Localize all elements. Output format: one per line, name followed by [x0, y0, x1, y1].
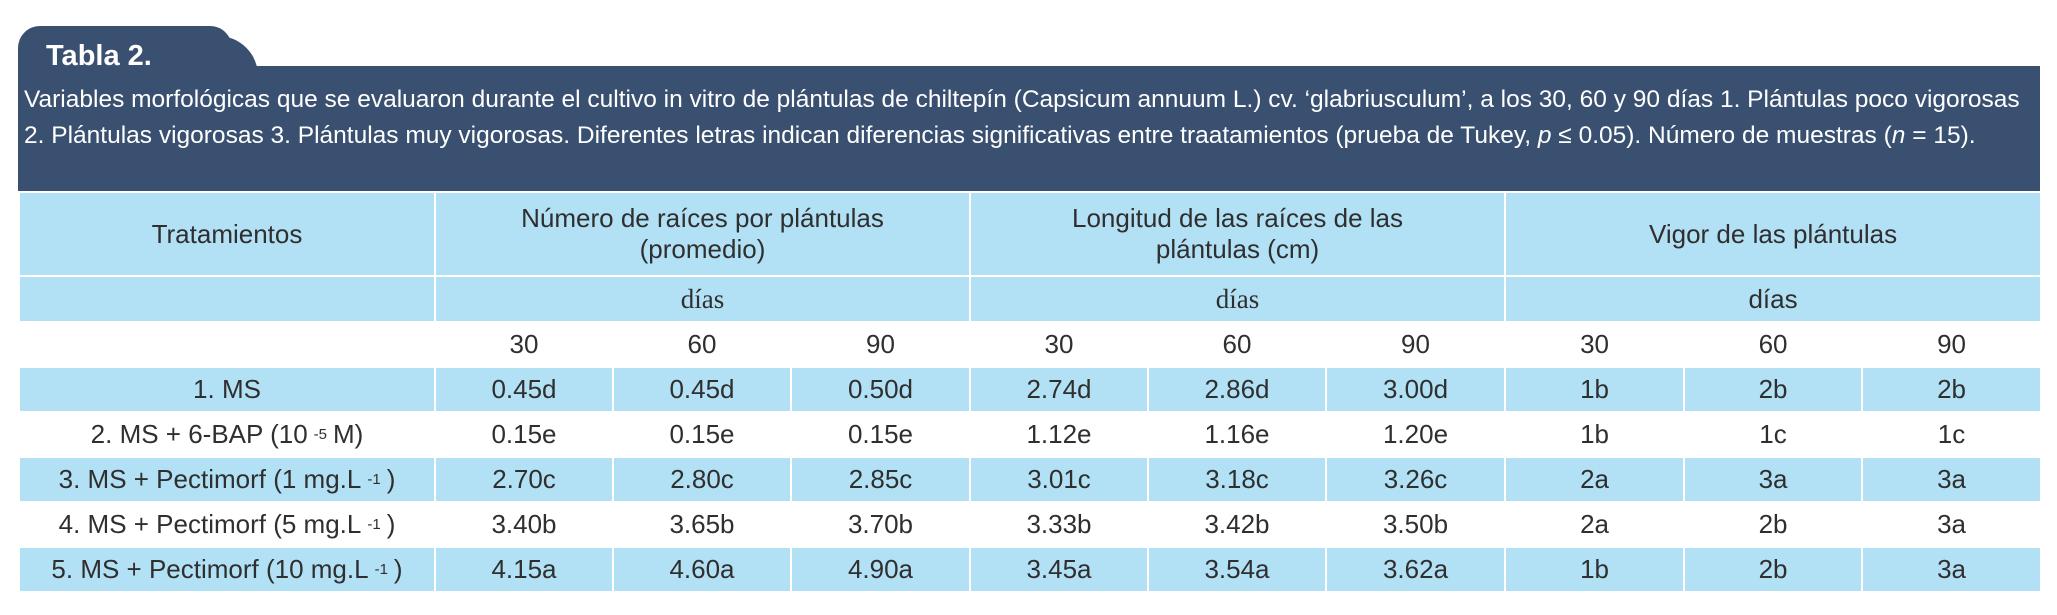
day-header: 90 [1861, 321, 2043, 368]
table-cell: 1.20e [1324, 411, 1507, 458]
table-label: Tabla 2. [46, 40, 152, 72]
table-row: 1. MS 0.45d 0.45d 0.50d 2.74d 2.86d 3.00… [18, 366, 2043, 413]
caption-n: n [1891, 122, 1906, 149]
header-root-count: Número de raíces por plántulas (promedio… [434, 191, 971, 277]
table-cell: 4.60a [612, 546, 792, 593]
table-cell: 3.45a [969, 546, 1149, 593]
table-cell: 2.74d [969, 366, 1149, 413]
day-header: 60 [1147, 321, 1327, 368]
day-header: 30 [434, 321, 614, 368]
treatment-label: 5. MS + Pectimorf (10 mg.L -1) [18, 546, 436, 593]
table-cell: 3.50b [1324, 501, 1507, 548]
treatment-label: 2. MS + 6-BAP (10 -5 M) [18, 411, 436, 458]
treatment-name: 3. MS + Pectimorf (1 mg.L [58, 464, 362, 494]
table-cell: 3a [1861, 546, 2043, 593]
table-cell: 3.26c [1324, 456, 1507, 503]
day-header: 60 [1683, 321, 1864, 368]
table-cell: 0.15e [612, 411, 792, 458]
table-cell: 3.54a [1147, 546, 1327, 593]
day-header: 90 [790, 321, 971, 368]
treatment-name: 1. MS [193, 374, 261, 404]
treatment-label: 4. MS + Pectimorf (5 mg.L -1) [18, 501, 436, 548]
table-cell: 1c [1683, 411, 1864, 458]
treatment-label: 3. MS + Pectimorf (1 mg.L -1) [18, 456, 436, 503]
dias-empty [18, 275, 436, 323]
days-empty [18, 321, 436, 368]
dias-label-1: días [434, 275, 971, 323]
treatment-name: 2. MS + 6-BAP (10 [90, 419, 308, 449]
table-cell: 3a [1861, 456, 2043, 503]
caption-text-2: ≤ 0.05). Número de muestras ( [1551, 122, 1892, 149]
table-cell: 3.18c [1147, 456, 1327, 503]
table-cell: 3.00d [1324, 366, 1507, 413]
day-header: 60 [612, 321, 792, 368]
treatment-suffix: M) [333, 419, 364, 449]
table-cell: 0.45d [612, 366, 792, 413]
caption-box [18, 66, 2040, 192]
treatment-name: 5. MS + Pectimorf (10 mg.L [51, 554, 369, 584]
table-cell: 3a [1861, 501, 2043, 548]
table-cell: 2.86d [1147, 366, 1327, 413]
table-cell: 1c [1861, 411, 2043, 458]
table-cell: 2.85c [790, 456, 971, 503]
treatment-suffix: ) [386, 464, 396, 494]
table-cell: 0.45d [434, 366, 614, 413]
table-cell: 4.15a [434, 546, 614, 593]
table-cell: 2b [1683, 366, 1864, 413]
table-cell: 1b [1504, 546, 1686, 593]
treatment-label: 1. MS [18, 366, 436, 413]
table-cell: 3a [1683, 456, 1864, 503]
data-table: Tratamientos Número de raíces por plántu… [18, 191, 2043, 593]
treatment-exponent: -1 [367, 471, 381, 488]
day-header: 90 [1324, 321, 1507, 368]
caption-p: p [1537, 122, 1552, 149]
table-row: 2. MS + 6-BAP (10 -5 M) 0.15e 0.15e 0.15e … [18, 411, 2043, 458]
table-cell: 3.62a [1324, 546, 1507, 593]
table-cell: 2.70c [434, 456, 614, 503]
day-header: 30 [1504, 321, 1686, 368]
table-cell: 1b [1504, 366, 1686, 413]
header-treatments: Tratamientos [18, 191, 436, 277]
table-cell: 0.15e [790, 411, 971, 458]
table-cell: 3.40b [434, 501, 614, 548]
table-cell: 2.80c [612, 456, 792, 503]
table-cell: 4.90a [790, 546, 971, 593]
dias-row: días días días [18, 275, 2043, 323]
table-cell: 1.12e [969, 411, 1149, 458]
table-cell: 2b [1683, 501, 1864, 548]
header-row: Tratamientos Número de raíces por plántu… [18, 191, 2043, 277]
table-cell: 3.33b [969, 501, 1149, 548]
table-caption: Variables morfológicas que se evaluaron … [24, 82, 2036, 154]
caption-text-3: = 15). [1905, 122, 1976, 149]
table-cell: 3.42b [1147, 501, 1327, 548]
caption-text-1: Variables morfológicas que se evaluaron … [24, 86, 2020, 149]
table-cell: 1b [1504, 411, 1686, 458]
table-cell: 2a [1504, 501, 1686, 548]
days-row: 30 60 90 30 60 90 30 60 90 [18, 321, 2043, 368]
table-cell: 2a [1504, 456, 1686, 503]
dias-label-3: días [1504, 275, 2043, 323]
table-cell: 0.15e [434, 411, 614, 458]
table-row: 4. MS + Pectimorf (5 mg.L -1) 3.40b 3.65b… [18, 501, 2043, 548]
table-cell: 3.70b [790, 501, 971, 548]
treatment-name: 4. MS + Pectimorf (5 mg.L [58, 509, 362, 539]
header-root-length: Longitud de las raíces de las plántulas … [968, 191, 1507, 277]
treatment-exponent: -5 [313, 426, 328, 443]
table-cell: 2b [1861, 366, 2043, 413]
treatment-exponent: -1 [367, 516, 381, 533]
table-cell: 3.01c [969, 456, 1149, 503]
treatment-suffix: ) [386, 509, 396, 539]
table-cell: 3.65b [612, 501, 792, 548]
table-cell: 1.16e [1147, 411, 1327, 458]
dias-label-2: días [968, 275, 1507, 323]
treatment-exponent: -1 [374, 561, 388, 578]
table-cell: 2b [1683, 546, 1864, 593]
day-header: 30 [969, 321, 1149, 368]
treatment-suffix: ) [393, 554, 403, 584]
header-vigor: Vigor de las plántulas [1504, 191, 2043, 277]
table-cell: 0.50d [790, 366, 971, 413]
table-row: 5. MS + Pectimorf (10 mg.L -1) 4.15a 4.60… [18, 546, 2043, 593]
table-row: 3. MS + Pectimorf (1 mg.L -1) 2.70c 2.80c… [18, 456, 2043, 503]
